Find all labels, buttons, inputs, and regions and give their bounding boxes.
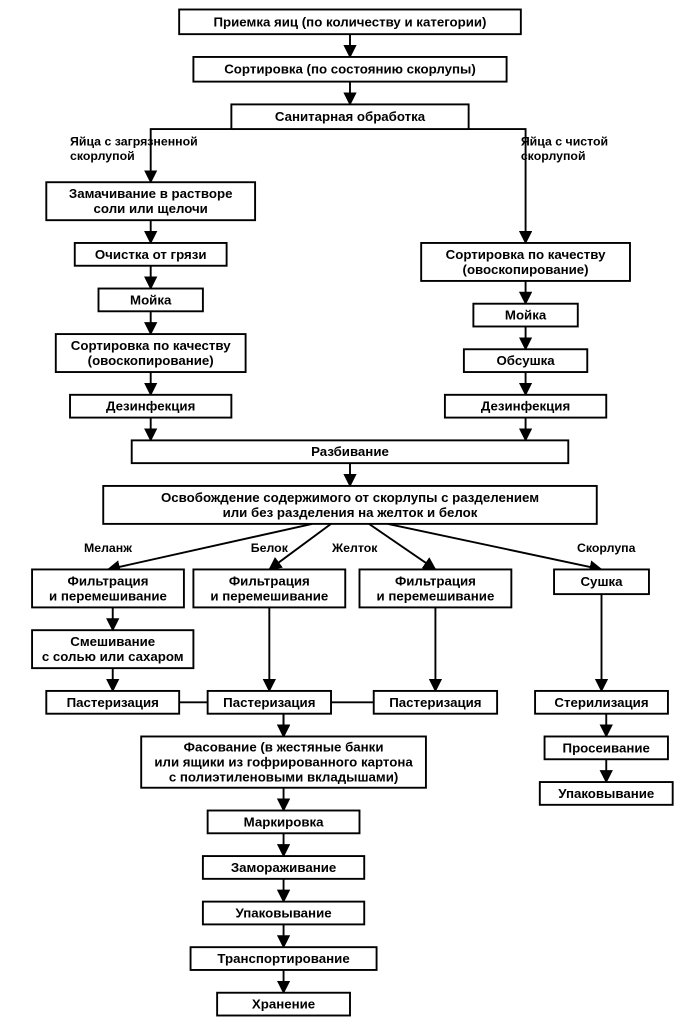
node-text: Пастеризация <box>389 695 481 710</box>
node-text: Мойка <box>505 308 547 323</box>
branch-label: Яйца с чистой <box>521 135 608 149</box>
flow-node-n14: Освобождение содержимого от скорлупы с р… <box>103 486 597 524</box>
node-text: Дезинфекция <box>481 399 570 414</box>
flow-node-n2: Сортировка (по состоянию скорлупы) <box>193 57 506 82</box>
node-text: Хранение <box>252 997 315 1012</box>
node-text: Фильтрация <box>68 573 149 588</box>
node-text: Упаковывание <box>236 905 332 920</box>
node-text: Маркировка <box>244 814 324 829</box>
branch-label: Меланж <box>84 541 132 555</box>
flow-node-n24: Просеивание <box>545 736 668 759</box>
node-text: Приемка яиц (по количеству и категории) <box>214 14 487 29</box>
node-text: Сортировка по качеству <box>71 338 231 353</box>
branch-label: Белок <box>251 541 289 555</box>
flow-node-n11: Обсушка <box>464 349 587 372</box>
node-text: Разбивание <box>311 444 389 459</box>
flow-node-n5: Очистка от грязи <box>75 243 227 266</box>
flow-node-n15: Фильтрацияи перемешивание <box>32 569 184 607</box>
flow-node-n27: Маркировка <box>208 811 360 834</box>
flow-node-n10: Мойка <box>473 304 577 327</box>
node-text: и перемешивание <box>376 588 494 603</box>
node-text: Фильтрация <box>229 573 310 588</box>
node-text: или без разделения на желток и белок <box>223 505 478 520</box>
node-text: (овоскопирование) <box>88 353 214 368</box>
flow-node-n30: Транспортирование <box>191 947 377 970</box>
node-text: Сортировка по качеству <box>446 247 606 262</box>
node-text: с солью или сахаром <box>42 649 184 664</box>
node-text: (овоскопирование) <box>463 262 589 277</box>
node-text: Транспортирование <box>217 951 349 966</box>
flow-node-n18: Фильтрацияи перемешивание <box>193 569 345 607</box>
flow-node-n8: Дезинфекция <box>70 395 231 418</box>
flow-node-n1: Приемка яиц (по количеству и категории) <box>179 9 521 34</box>
node-text: Замораживание <box>231 860 336 875</box>
flow-node-n20: Фильтрацияи перемешивание <box>359 569 511 607</box>
node-text: Мойка <box>130 292 172 307</box>
flow-node-n19: Пастеризация <box>208 691 331 714</box>
flow-node-n26: Фасование (в жестяные банкиили ящики из … <box>141 736 426 787</box>
node-text: Стерилизация <box>554 695 648 710</box>
flow-node-n23: Стерилизация <box>535 691 668 714</box>
flow-node-n21: Пастеризация <box>374 691 497 714</box>
flow-node-n29: Упаковывание <box>203 902 364 925</box>
node-text: с полиэтиленовыми вкладышами) <box>169 770 398 785</box>
flow-node-n17: Пастеризация <box>46 691 179 714</box>
flow-node-n22: Сушка <box>554 569 649 594</box>
node-text: и перемешивание <box>210 588 328 603</box>
flow-node-n25: Упаковывание <box>540 782 673 805</box>
branch-label: Яйца с загрязненной <box>70 135 198 149</box>
node-text: и перемешивание <box>49 588 167 603</box>
flow-node-n3: Санитарная обработка <box>231 104 468 129</box>
branch-label: скорлупой <box>521 149 586 163</box>
branch-label: Желток <box>331 541 378 555</box>
branch-label: скорлупой <box>70 149 135 163</box>
node-text: Замачивание в растворе <box>69 186 233 201</box>
node-text: Упаковывание <box>558 786 654 801</box>
node-text: Обсушка <box>496 353 555 368</box>
branch-label: Скорлупа <box>577 541 636 555</box>
node-text: Очистка от грязи <box>95 247 207 262</box>
node-text: Пастеризация <box>67 695 159 710</box>
flow-edge <box>369 524 435 570</box>
egg-processing-flowchart: Приемка яиц (по количеству и категории) С… <box>0 0 700 1025</box>
flow-node-n13: Разбивание <box>132 440 569 463</box>
flow-edge <box>388 524 602 570</box>
flow-node-n12: Дезинфекция <box>445 395 606 418</box>
node-text: Смешивание <box>70 634 155 649</box>
flow-edge <box>445 129 526 243</box>
flow-node-n4: Замачивание в растворесоли или щелочи <box>46 182 255 220</box>
flow-node-n7: Сортировка по качеству(овоскопирование) <box>56 334 246 372</box>
flow-node-n9: Сортировка по качеству(овоскопирование) <box>421 243 630 281</box>
flow-node-n16: Смешиваниес солью или сахаром <box>32 630 193 668</box>
flow-node-n28: Замораживание <box>203 856 364 879</box>
node-text: Сушка <box>580 574 623 589</box>
node-text: соли или щелочи <box>94 201 208 216</box>
node-text: Санитарная обработка <box>275 109 426 124</box>
node-text: Дезинфекция <box>106 399 195 414</box>
node-text: Фильтрация <box>395 573 476 588</box>
node-text: Сортировка (по состоянию скорлупы) <box>224 62 476 77</box>
node-text: Пастеризация <box>223 695 315 710</box>
node-text: или ящики из гофрированного картона <box>154 755 413 770</box>
flow-node-n6: Мойка <box>98 289 202 312</box>
flow-node-n31: Хранение <box>217 993 350 1016</box>
node-text: Просеивание <box>563 740 650 755</box>
node-text: Фасование (в жестяные банки <box>184 739 384 754</box>
node-text: Освобождение содержимого от скорлупы с р… <box>161 490 539 505</box>
